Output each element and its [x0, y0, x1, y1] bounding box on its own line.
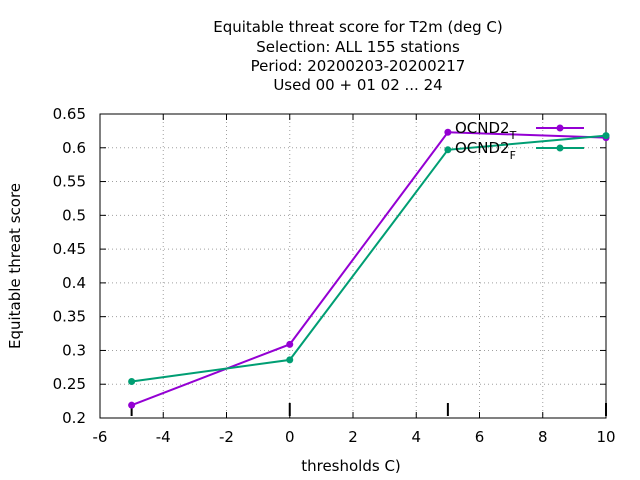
title-line-4: Used 00 + 01 02 ... 24: [273, 76, 442, 94]
y-tick-label: 0.5: [62, 206, 86, 224]
data-point: [128, 401, 136, 409]
x-tick-label: -4: [156, 428, 171, 446]
y-tick-label: 0.45: [53, 240, 86, 258]
y-tick-label: 0.6: [62, 139, 86, 157]
series-lines: [128, 128, 610, 409]
series-f: [128, 132, 610, 386]
x-tick-label: -6: [93, 428, 108, 446]
data-point: [602, 132, 610, 140]
y-axis-label: Equitable threat score: [6, 183, 24, 349]
legend-marker: [556, 124, 564, 132]
y-tick-label: 0.4: [62, 274, 86, 292]
axis-ticks: 0.2 0.25 0.3 0.35 0.4 0.45 0.5 0.55 0.6 0.65 -6 -4 -…: [53, 105, 616, 446]
x-tick-label: 6: [475, 428, 485, 446]
chart-title: Equitable threat score for T2m (deg C) S…: [213, 18, 503, 94]
title-line-3: Period: 20200203-20200217: [251, 57, 466, 75]
y-tick-label: 0.2: [62, 409, 86, 427]
data-point: [444, 146, 452, 154]
series-line: [131, 131, 607, 407]
y-tick-label: 0.55: [53, 173, 86, 191]
grid-lines: [100, 114, 606, 418]
x-tick-label: -2: [219, 428, 234, 446]
data-point: [286, 340, 294, 348]
x-tick-label: 8: [538, 428, 548, 446]
x-tick-label: 10: [596, 428, 615, 446]
threshold-marks: [130, 403, 607, 416]
series-t: [128, 128, 610, 409]
legend-marker: [556, 144, 564, 152]
title-line-1: Equitable threat score for T2m (deg C): [213, 18, 503, 36]
title-line-2: Selection: ALL 155 stations: [256, 38, 460, 56]
x-axis-label: thresholds C): [301, 457, 401, 475]
legend-label: OCND2T: [455, 119, 517, 142]
data-point: [286, 356, 294, 364]
data-point: [128, 378, 136, 386]
x-tick-label: 2: [348, 428, 358, 446]
legend-label: OCND2F: [455, 139, 516, 162]
series-line: [131, 134, 607, 383]
y-tick-label: 0.35: [53, 308, 86, 326]
y-tick-label: 0.65: [53, 105, 86, 123]
data-point: [444, 128, 452, 136]
x-tick-label: 0: [285, 428, 295, 446]
y-tick-label: 0.3: [62, 341, 86, 359]
x-tick-label: 4: [411, 428, 421, 446]
y-tick-label: 0.25: [53, 375, 86, 393]
